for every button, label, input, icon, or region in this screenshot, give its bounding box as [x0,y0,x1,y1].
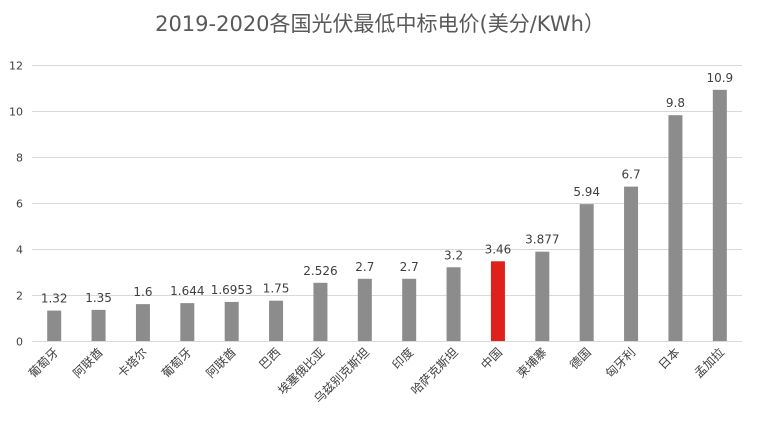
x-tick-label: 葡萄牙 [159,345,194,380]
data-label: 10.9 [706,71,733,85]
x-tick-label: 哈萨克斯坦 [408,345,460,397]
bar [535,251,550,341]
x-tick-label: 德国 [566,345,594,373]
data-label: 9.8 [666,96,685,110]
data-label: 1.32 [41,292,68,306]
x-tick-label: 葡萄牙 [26,345,61,380]
bar [47,310,62,341]
data-label: 2.526 [303,264,337,278]
bar [402,278,417,341]
data-label: 2.7 [400,260,419,274]
y-tick-label: 6 [16,198,23,211]
bar [224,301,239,341]
y-axis-ticks: 0 2 4 6 8 10 12 [9,60,23,349]
bar [712,89,727,342]
data-label: 2.7 [355,260,374,274]
x-tick-label: 孟加拉 [691,345,727,381]
x-tick-label: 印度 [389,345,417,373]
x-tick-label: 中国 [477,345,505,373]
bar [490,261,505,341]
bar [269,300,284,341]
bar [135,304,150,341]
bar [668,115,683,341]
data-label: 1.6953 [211,283,253,297]
gridlines [32,65,742,342]
data-label: 1.75 [263,282,290,296]
bars [47,89,727,342]
bar [91,309,106,341]
x-tick-label: 卡塔尔 [114,345,150,381]
data-label: 6.7 [622,168,641,182]
y-tick-label: 8 [16,152,23,165]
bar [180,303,195,341]
data-label: 3.46 [485,242,512,256]
y-tick-label: 10 [9,106,23,119]
bar [579,204,594,341]
x-tick-label: 日本 [656,345,683,372]
data-labels: 1.32 1.35 1.6 1.644 1.6953 1.75 2.526 2.7 2.7 3.2… [41,71,733,306]
bar [446,267,461,341]
y-tick-label: 0 [16,336,23,349]
bar [357,278,372,341]
x-tick-label: 巴西 [256,345,283,372]
x-tick-label: 匈牙利 [603,345,638,380]
data-label: 5.94 [573,185,600,199]
y-tick-label: 2 [16,290,23,303]
x-tick-label: 阿联酋 [203,345,239,381]
y-tick-label: 12 [9,60,23,73]
y-tick-label: 4 [16,244,23,257]
data-label: 1.644 [170,284,204,298]
bar [624,186,639,341]
data-label: 1.6 [133,285,152,299]
data-label: 3.2 [444,248,463,262]
x-tick-label: 阿联酋 [70,345,106,381]
chart-title: 2019-2020各国光伏最低中标电价(美分/KWh） [155,12,605,36]
data-label: 3.877 [525,233,559,247]
bar [313,282,328,341]
data-label: 1.35 [85,291,112,305]
x-tick-label: 柬埔寨 [513,345,549,381]
